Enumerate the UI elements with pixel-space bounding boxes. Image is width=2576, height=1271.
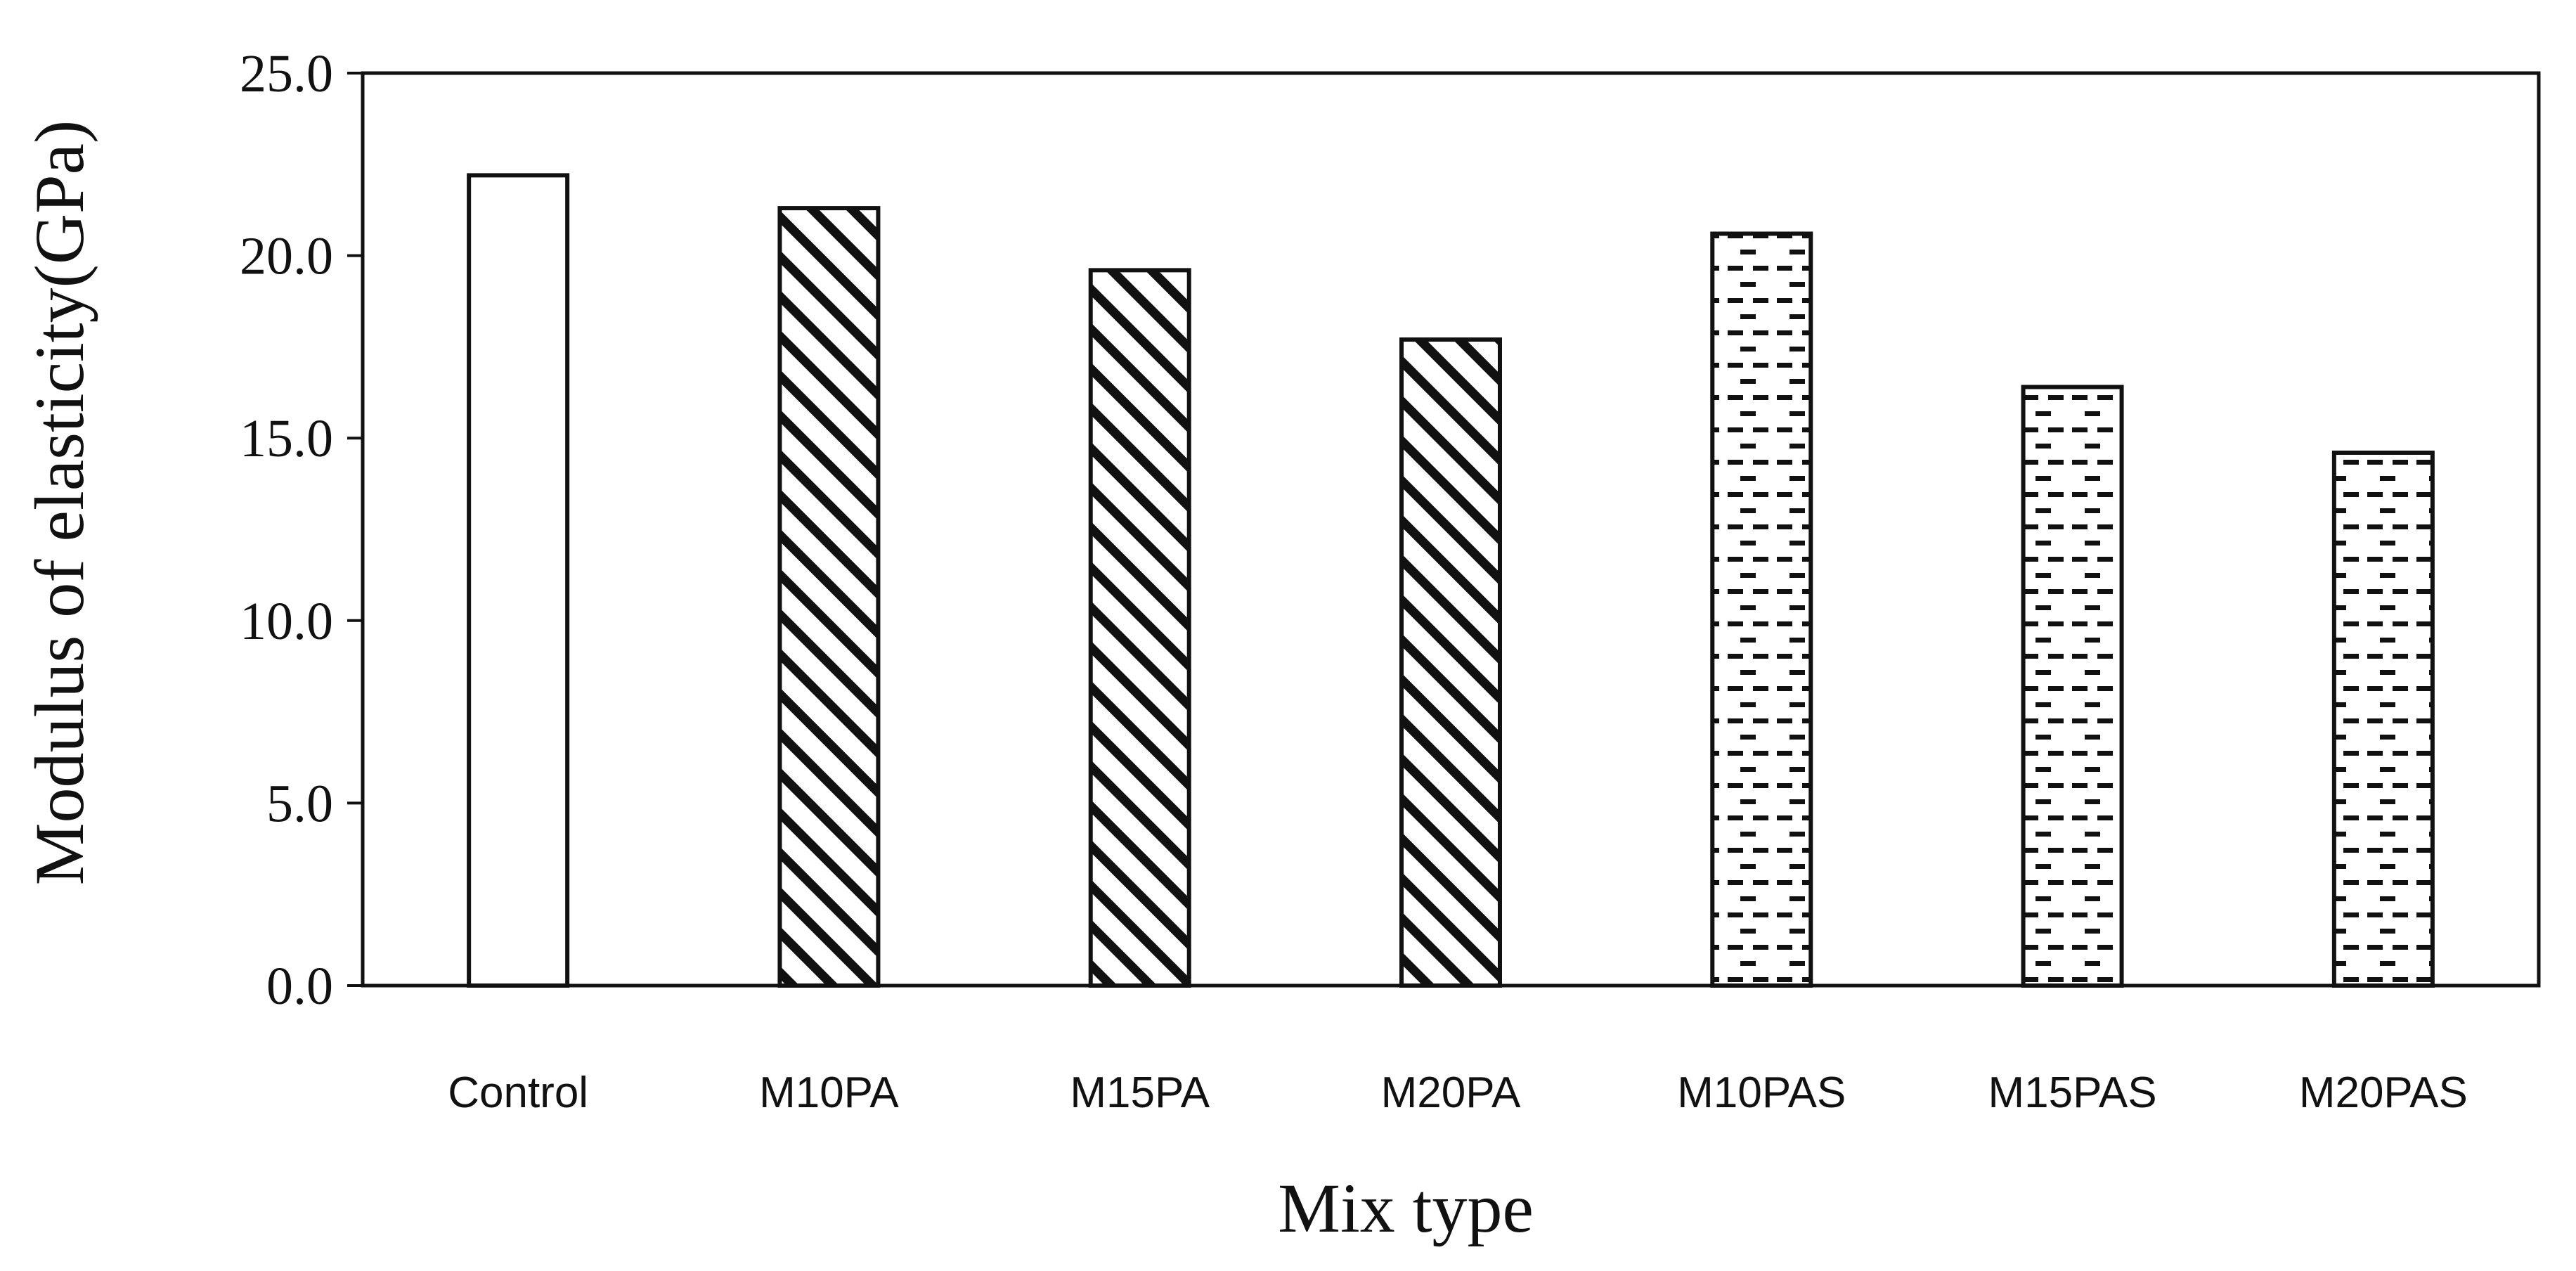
x-tick-label: Control — [448, 1069, 588, 1117]
bar-m10pas — [1710, 231, 1813, 988]
bar-m20pa — [1399, 337, 1502, 988]
x-tick-label: M15PAS — [1988, 1069, 2157, 1117]
bar-control — [467, 173, 570, 988]
x-axis-ticks: Control M10PA M15PA M20PA M10PAS M15PAS M20PAS — [448, 1069, 2468, 1117]
y-tick-label: 5.0 — [266, 774, 333, 833]
bars — [467, 173, 2435, 988]
x-tick-label: M20PAS — [2299, 1069, 2468, 1117]
y-axis-ticks: 0.0 5.0 10.0 15.0 20.0 25.0 — [240, 44, 363, 1016]
x-axis-title: Mix type — [1278, 1169, 1534, 1247]
x-tick-label: M15PA — [1070, 1069, 1210, 1117]
y-axis-title: Modulus of elasticity(GPa) — [20, 120, 98, 886]
x-tick-label: M20PA — [1381, 1069, 1521, 1117]
bar-m15pa — [1088, 268, 1191, 988]
bar-m20pas — [2331, 450, 2435, 988]
x-tick-label: M10PA — [759, 1069, 899, 1117]
y-tick-label: 15.0 — [240, 409, 333, 468]
x-tick-label: M10PAS — [1677, 1069, 1846, 1117]
y-tick-label: 20.0 — [240, 227, 333, 286]
bar-m15pas — [2021, 385, 2124, 988]
bar-m10pa — [777, 206, 881, 988]
y-tick-label: 10.0 — [240, 592, 333, 651]
y-tick-label: 0.0 — [266, 957, 333, 1016]
y-tick-label: 25.0 — [240, 44, 333, 103]
